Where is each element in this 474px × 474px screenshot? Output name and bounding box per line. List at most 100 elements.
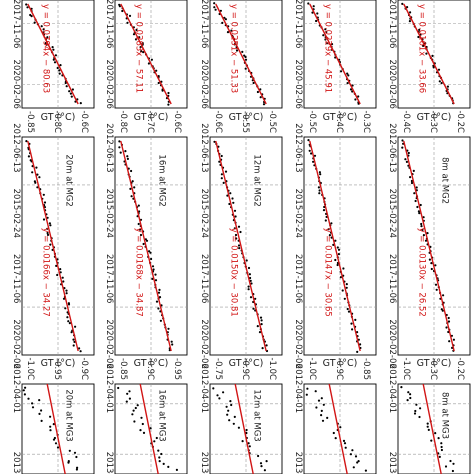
temp-tick-label: -0.95: [52, 358, 62, 380]
data-point: [135, 28, 138, 32]
data-point: [346, 72, 349, 75]
temp-tick-label: -1.0C: [267, 357, 277, 380]
data-point: [235, 237, 238, 240]
data-point: [235, 49, 239, 52]
data-point: [313, 154, 317, 157]
date-tick-label: 2020-02-06: [199, 319, 209, 368]
fit-line: [27, 140, 79, 352]
temp-tick-label: -1.0C: [307, 357, 317, 380]
data-point: [42, 218, 46, 221]
data-point: [24, 386, 27, 389]
data-point: [418, 212, 421, 215]
date-tick-label: 2012-04-01: [11, 364, 21, 413]
date-tick-label: 2013-10: [199, 452, 209, 474]
date-tick-label: 2013-10: [11, 452, 21, 474]
data-point: [53, 61, 57, 64]
data-point: [346, 82, 349, 85]
data-point: [220, 177, 223, 180]
fit-line: [46, 383, 66, 474]
date-tick-label: 2017-11-06: [104, 254, 114, 303]
data-point: [161, 89, 164, 92]
panel-r2-c5: y = 0.0130x − 26.52 8m at MG2 2012-06-13 20…: [387, 110, 471, 369]
data-point: [321, 419, 325, 422]
data-point: [410, 179, 413, 183]
data-point: [222, 391, 225, 394]
data-point: [225, 405, 228, 408]
data-point: [149, 427, 152, 430]
data-point: [155, 300, 159, 303]
data-point: [33, 21, 36, 24]
axis-label: GT (°C): [229, 358, 264, 369]
data-point: [344, 446, 347, 449]
data-point: [64, 307, 67, 310]
data-point: [119, 151, 122, 154]
data-point: [154, 273, 157, 276]
data-point: [417, 35, 420, 39]
data-point: [139, 429, 142, 432]
axis-label: GT (°C): [417, 358, 452, 369]
data-point: [320, 409, 323, 412]
data-point: [446, 85, 449, 88]
axis-label: GT (°C): [417, 112, 452, 123]
fit-line: [120, 140, 172, 352]
data-point: [139, 233, 143, 237]
data-point: [167, 327, 170, 330]
data-point: [254, 297, 257, 300]
data-point: [438, 455, 441, 458]
data-point: [256, 325, 259, 328]
panel-r1-c3: y = 0.0251x − 51.33 2017-11-06 2020-02-06 G…: [199, 0, 283, 123]
data-point: [349, 88, 353, 91]
date-tick-label: 2012-06-13: [199, 123, 209, 172]
data-point: [364, 469, 367, 472]
data-point: [40, 25, 43, 28]
date-tick-label: 2017-11-06: [293, 0, 303, 48]
fit-line: [309, 3, 361, 105]
data-point: [46, 36, 49, 39]
data-point: [237, 225, 241, 228]
depth-label: 20m at MG2: [64, 154, 74, 206]
data-point: [61, 276, 64, 279]
data-point: [345, 283, 348, 286]
data-point: [259, 96, 262, 99]
data-point: [34, 181, 37, 184]
data-point: [68, 449, 71, 452]
data-point: [167, 103, 170, 106]
data-point: [159, 319, 162, 322]
date-tick-label: 2017-11-06: [199, 0, 209, 48]
data-point: [46, 216, 49, 219]
data-point: [317, 186, 320, 189]
data-point: [322, 403, 325, 406]
data-point: [27, 155, 30, 158]
data-point: [153, 440, 156, 443]
data-point: [337, 248, 341, 251]
fit-line: [234, 383, 254, 474]
depth-label: 8m at MG2: [440, 157, 450, 204]
data-point: [233, 415, 236, 418]
data-point: [54, 442, 58, 445]
data-point: [134, 38, 138, 41]
data-point: [72, 338, 75, 341]
data-point: [259, 316, 263, 319]
data-point: [224, 170, 228, 173]
data-point: [157, 449, 160, 452]
fit-line: [328, 383, 348, 474]
data-point: [452, 338, 455, 341]
data-point: [231, 197, 234, 200]
data-point: [422, 216, 425, 219]
data-point: [71, 88, 74, 91]
data-point: [221, 21, 224, 24]
data-point: [118, 140, 121, 143]
data-point: [126, 155, 129, 158]
data-point: [318, 171, 321, 174]
data-point: [26, 6, 29, 9]
data-point: [424, 239, 428, 242]
data-point: [357, 95, 360, 98]
data-point: [334, 437, 337, 440]
data-point: [248, 445, 251, 448]
data-point: [356, 350, 359, 353]
data-point: [401, 2, 404, 5]
data-point: [434, 283, 438, 286]
data-point: [65, 292, 68, 295]
data-point: [238, 247, 241, 250]
data-point: [449, 459, 452, 463]
